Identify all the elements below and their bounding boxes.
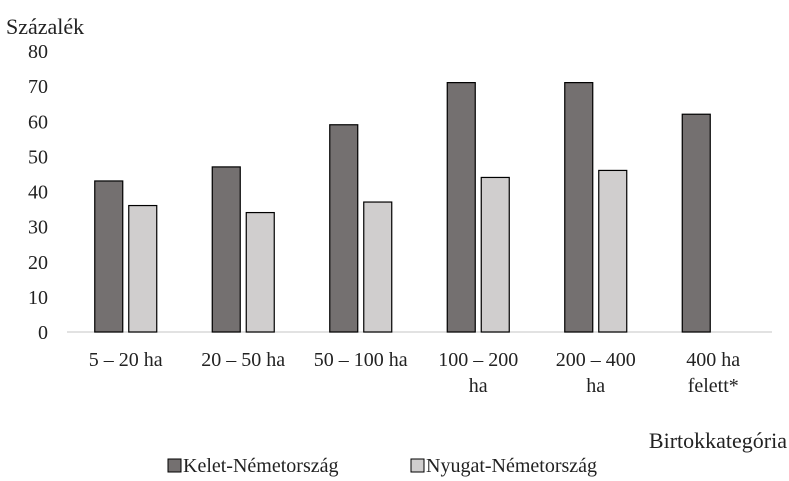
y-tick-label: 0 <box>38 322 48 344</box>
x-tick-label: 20 – 50 ha <box>201 349 285 371</box>
bar <box>480 176 510 333</box>
legend-swatch <box>410 458 425 473</box>
x-tick-label: 400 ha <box>686 349 740 371</box>
legend: Kelet-Németország Nyugat-Németország <box>167 455 597 477</box>
y-tick-label: 10 <box>28 287 48 309</box>
x-tick-label: ha <box>469 375 488 397</box>
bars <box>94 82 711 333</box>
x-axis-label: Birtokkategória <box>649 428 787 453</box>
y-tick-label: 30 <box>28 217 48 239</box>
bar <box>211 166 241 333</box>
x-tick-label: felett* <box>688 375 739 397</box>
y-tick-label: 40 <box>28 182 48 204</box>
x-tick-label: ha <box>586 375 605 397</box>
bar <box>94 180 124 333</box>
legend-label: Kelet-Németország <box>183 455 338 477</box>
y-tick-label: 20 <box>28 252 48 274</box>
x-tick-labels: 5 – 20 ha 20 – 50 ha 50 – 100 ha 100 – 200 h… <box>89 349 741 397</box>
legend-swatch <box>167 458 182 473</box>
x-tick-label: 100 – 200 <box>438 349 518 371</box>
bar <box>564 82 594 333</box>
bar <box>329 124 359 333</box>
x-tick-label: 200 – 400 <box>556 349 636 371</box>
x-tick-label: 5 – 20 ha <box>89 349 163 371</box>
y-tick-label: 70 <box>28 76 48 98</box>
y-tick-labels: 0 10 20 30 40 50 60 70 80 <box>28 41 48 344</box>
bar <box>598 169 628 333</box>
y-tick-label: 50 <box>28 146 48 168</box>
bar <box>681 113 711 333</box>
legend-label: Nyugat-Németország <box>426 455 597 477</box>
x-tick-label: 50 – 100 ha <box>314 349 408 371</box>
bar <box>128 204 158 333</box>
bar <box>363 201 393 333</box>
bar <box>446 82 476 333</box>
y-tick-label: 80 <box>28 41 48 63</box>
y-axis-label: Százalék <box>6 14 84 39</box>
bar <box>245 211 275 333</box>
y-tick-label: 60 <box>28 111 48 133</box>
